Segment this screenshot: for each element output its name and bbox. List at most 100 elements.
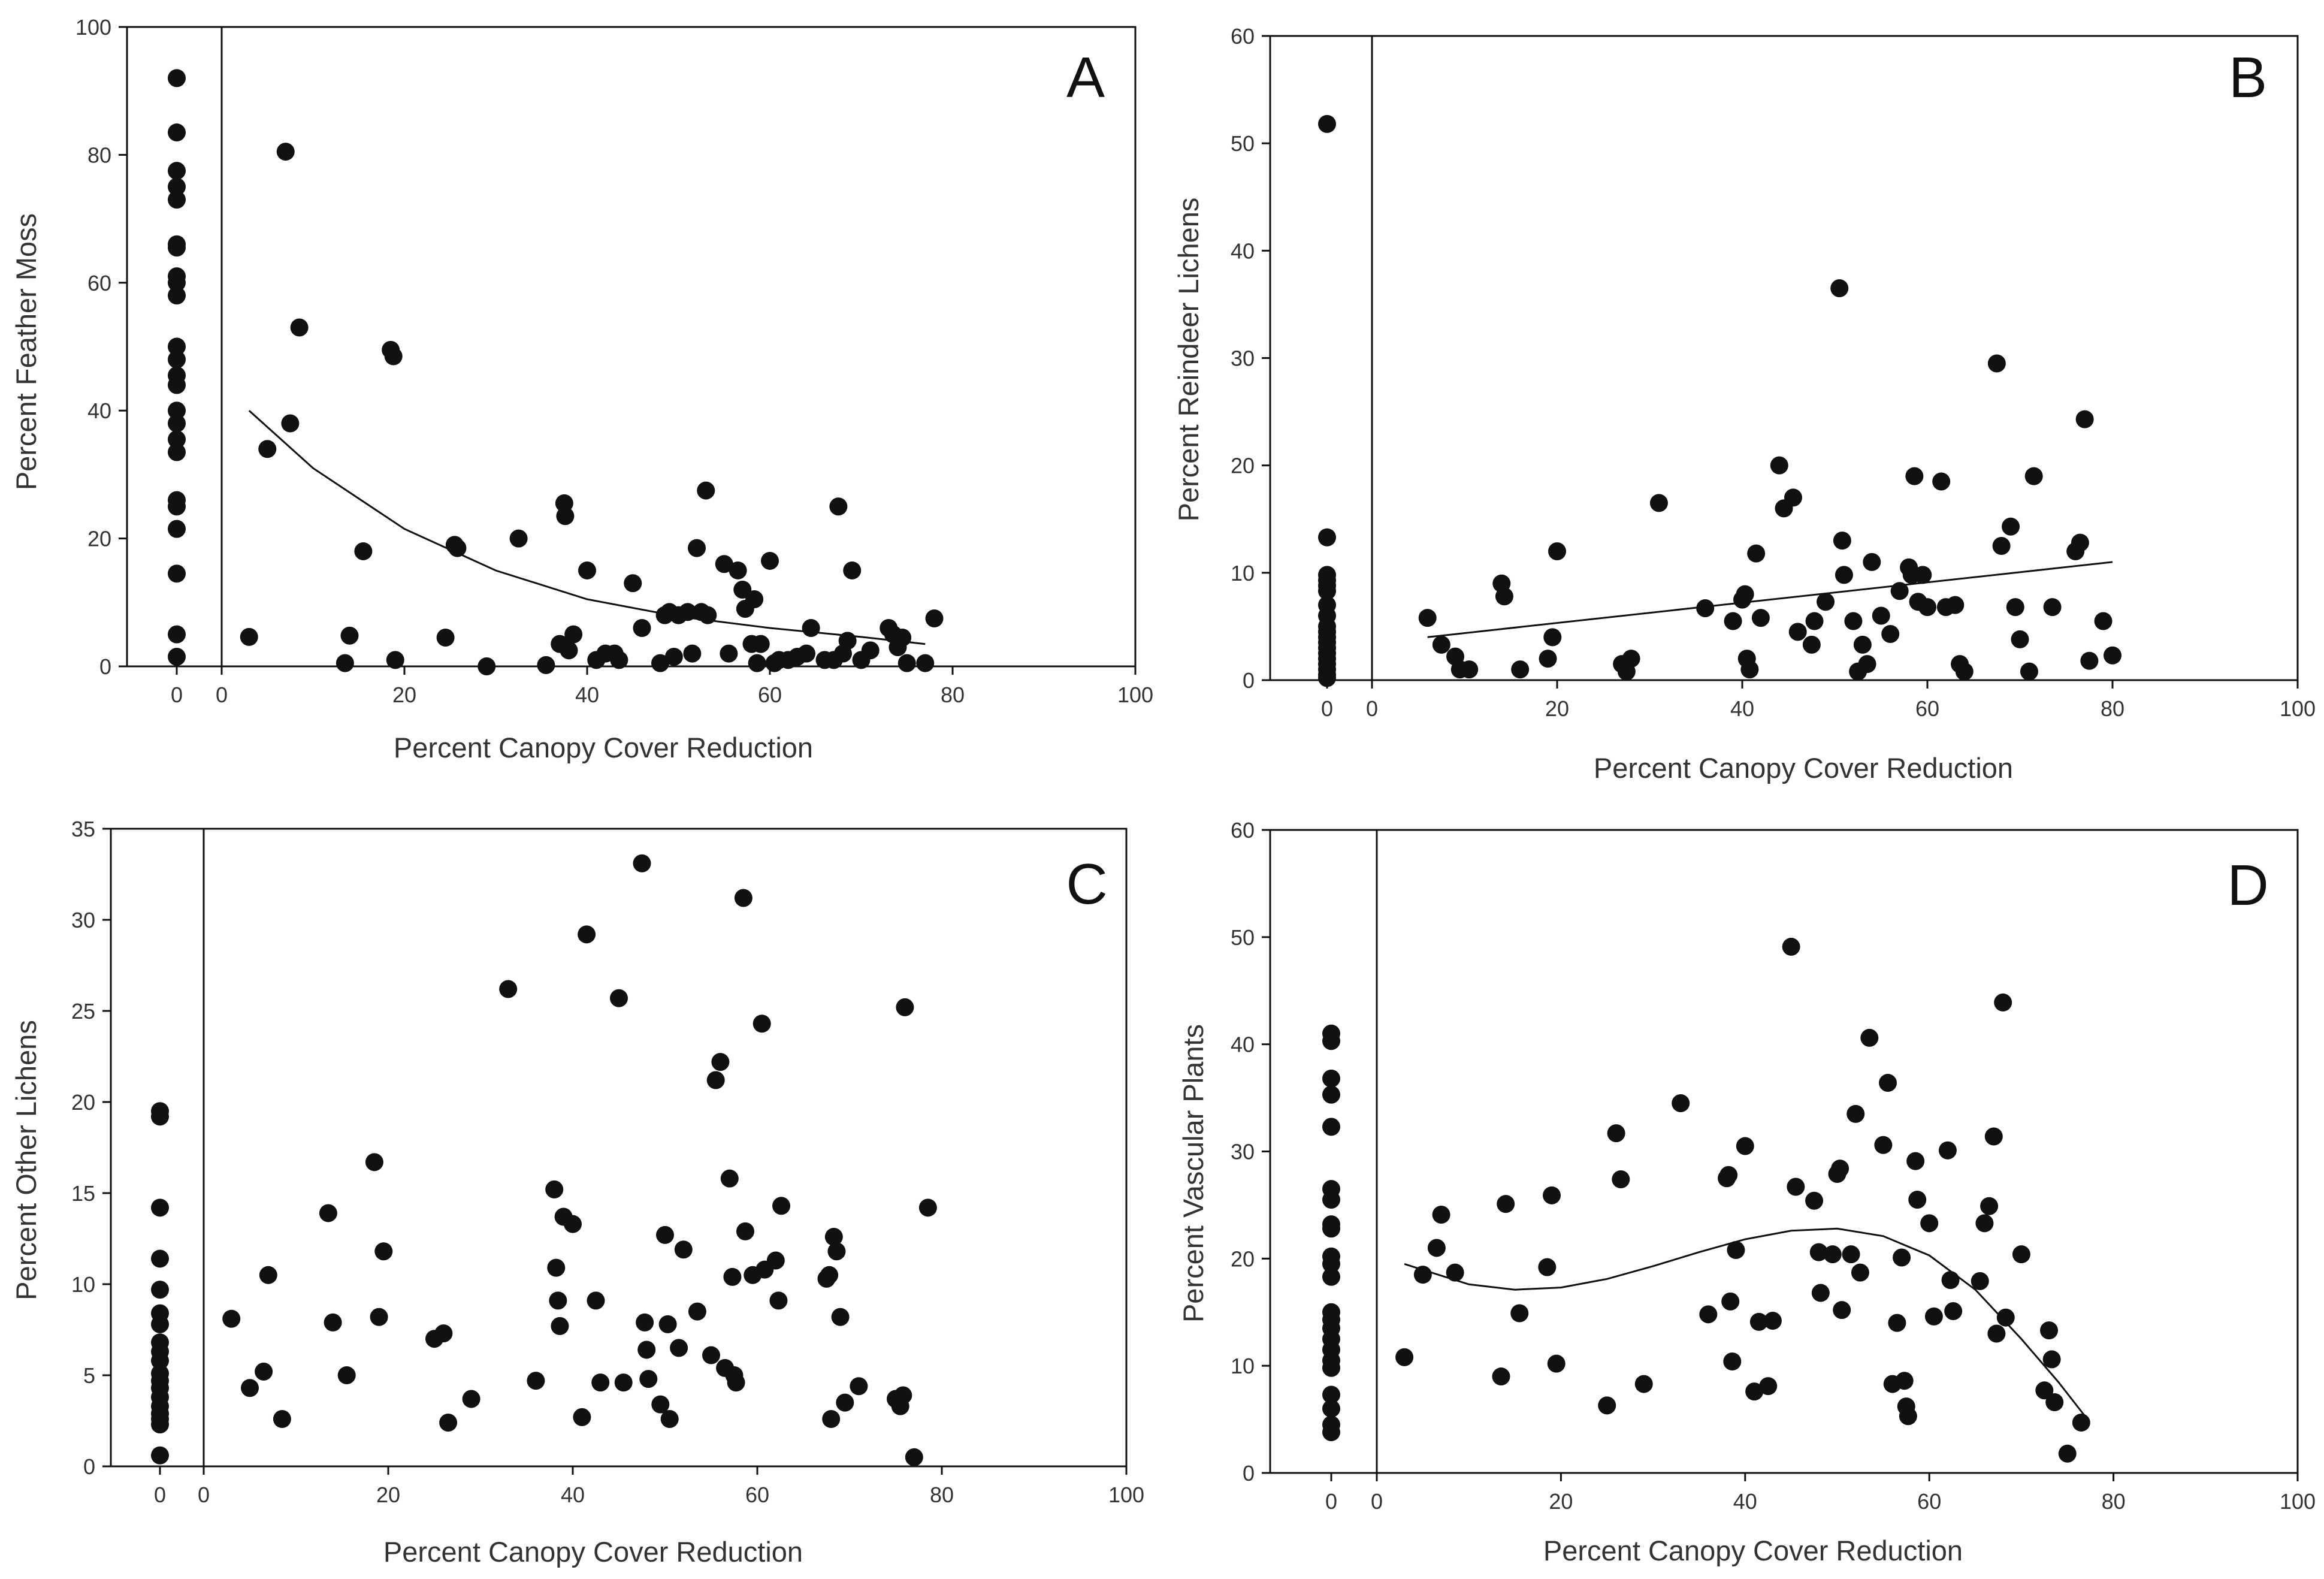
panel-d-data-point (1759, 1377, 1778, 1396)
panel-c-data-point (636, 1313, 654, 1332)
panel-c-data-point (723, 1267, 742, 1286)
panel-c-x-tick-label: 100 (1108, 1483, 1144, 1507)
panel-d-data-point (1811, 1284, 1830, 1302)
panel-b-x-tick-label: 0 (1366, 696, 1378, 721)
panel-d-data-point (1846, 1104, 1865, 1123)
panel-b-data-point (1788, 623, 1807, 641)
panel-c-data-point (610, 989, 628, 1007)
panel-d-x-tick-label: 80 (2102, 1489, 2126, 1514)
panel-a-control-point (168, 162, 186, 180)
panel-c-data-point (702, 1346, 720, 1364)
panel-a-y-tick-label: 0 (99, 654, 111, 679)
panel-c-data-point (527, 1372, 545, 1390)
panel-c-data-point (656, 1225, 674, 1244)
panel-a-control-point (168, 69, 186, 87)
panel-c-data-point (752, 1015, 771, 1033)
panel-a-data-point (697, 481, 715, 500)
panel-d-data-point (1908, 1190, 1927, 1209)
panel-b-data-point (1905, 467, 1924, 485)
panel-c-y-tick-label: 20 (71, 1090, 95, 1115)
panel-c-y-tick-label: 10 (71, 1272, 95, 1297)
panel-c-control-tick-label: 0 (154, 1483, 166, 1507)
panel-d-data-point (1634, 1375, 1653, 1393)
panel-c-data-point (769, 1291, 788, 1310)
panel-d-data-point (1727, 1241, 1745, 1260)
panel-c-data-point (547, 1258, 566, 1277)
panel-c-data-point (434, 1324, 453, 1343)
panel-a-data-point (624, 574, 642, 593)
panel-d-data-point (1721, 1292, 1740, 1311)
panel-b-data-point (1649, 494, 1668, 512)
panel-a-control-point (168, 350, 186, 369)
panel-c-data-point (706, 1071, 725, 1089)
panel-a-data-point (633, 618, 651, 637)
panel-d-data-point (2012, 1245, 2030, 1264)
panel-d-data-point (1432, 1206, 1450, 1224)
panel-a-data-point (916, 654, 935, 672)
panel-d-y-tick-label: 60 (1231, 818, 1255, 843)
panel-b-data-point (1992, 537, 2011, 555)
panel-b-frame (1269, 35, 2299, 681)
panel-b-x-tick-label: 40 (1730, 696, 1754, 721)
panel-b-x-tick-label: 60 (1915, 696, 1939, 721)
panel-b-data-point (2006, 598, 2024, 617)
panel-a-data-point (610, 651, 628, 669)
panel-d-control-point (1322, 1399, 1340, 1418)
panel-d-control-point (1322, 1085, 1340, 1104)
panel-d-data-point (1899, 1407, 1917, 1426)
panel-d-data-point (1833, 1301, 1851, 1320)
panel-d-data-point (1782, 937, 1800, 956)
panel-a-data-point (720, 644, 738, 663)
panel-d-data-point (1906, 1152, 1925, 1170)
panel-d-control-point (1322, 1219, 1340, 1238)
panel-b-data-point (1740, 660, 1759, 679)
panel-c-data-point (633, 854, 651, 872)
panel-c-data-point (772, 1197, 791, 1215)
panel-a-x-tick-label: 40 (575, 683, 599, 707)
panel-b-data-point (1770, 456, 1788, 475)
panel-c-data-point (578, 925, 596, 944)
panel-d-data-point (1607, 1124, 1625, 1143)
panel-a-x-tick-label: 20 (392, 683, 416, 707)
panel-d-control-point (1322, 1385, 1340, 1404)
panel-a-data-point (829, 497, 848, 516)
panel-a-y-tick-label: 20 (87, 527, 111, 551)
panel-d-data-point (1723, 1352, 1742, 1371)
panel-c-frame (110, 828, 1128, 1468)
panel-b-data-point (1830, 279, 1849, 298)
panel-c-data-point (820, 1266, 839, 1284)
panel-d-data-point (1895, 1372, 1914, 1390)
panel-a-data-point (448, 539, 467, 557)
panel-a-data-point (436, 628, 455, 647)
panel-d-data-point (1809, 1243, 1828, 1261)
panel-c-data-point (587, 1291, 605, 1310)
panel-a-data-point (797, 644, 815, 663)
panel-d-data-point (1984, 1127, 2003, 1146)
panel-d-control-point (1322, 1032, 1340, 1050)
panel-c-data-point (905, 1448, 923, 1466)
panel-a-control-point (168, 497, 186, 516)
panel-a-data-point (537, 656, 555, 674)
panel-a-control-point (168, 337, 186, 356)
panel-d-data-point (1879, 1074, 1897, 1092)
panel-b-y-tick-label: 50 (1231, 131, 1255, 156)
panel-b-data-point (1539, 650, 1557, 668)
panel-b-trend-line (1427, 561, 2113, 638)
panel-b-data-point (1511, 660, 1530, 679)
panel-d-y-tick-label: 40 (1231, 1032, 1255, 1057)
panel-c-data-point (896, 998, 914, 1016)
panel-c-data-point (639, 1370, 658, 1388)
panel-c-data-point (591, 1373, 610, 1392)
panel-b-control-tick-label: 0 (1321, 696, 1333, 721)
panel-b-data-point (1460, 660, 1479, 679)
panel-b-data-point (1872, 606, 1890, 625)
panel-b-control-point (1318, 669, 1336, 687)
panel-b-data-point (2075, 410, 2094, 428)
panel-d-data-point (1831, 1160, 1849, 1178)
panel-b-data-point (2094, 612, 2113, 630)
panel-c-data-point (660, 1409, 679, 1428)
panel-d-control-tick-label: 0 (1325, 1489, 1337, 1514)
panel-d-x-tick-label: 0 (1371, 1489, 1383, 1514)
panel-a-y-tick-label: 40 (87, 398, 111, 423)
panel-b-data-point (1747, 544, 1766, 563)
